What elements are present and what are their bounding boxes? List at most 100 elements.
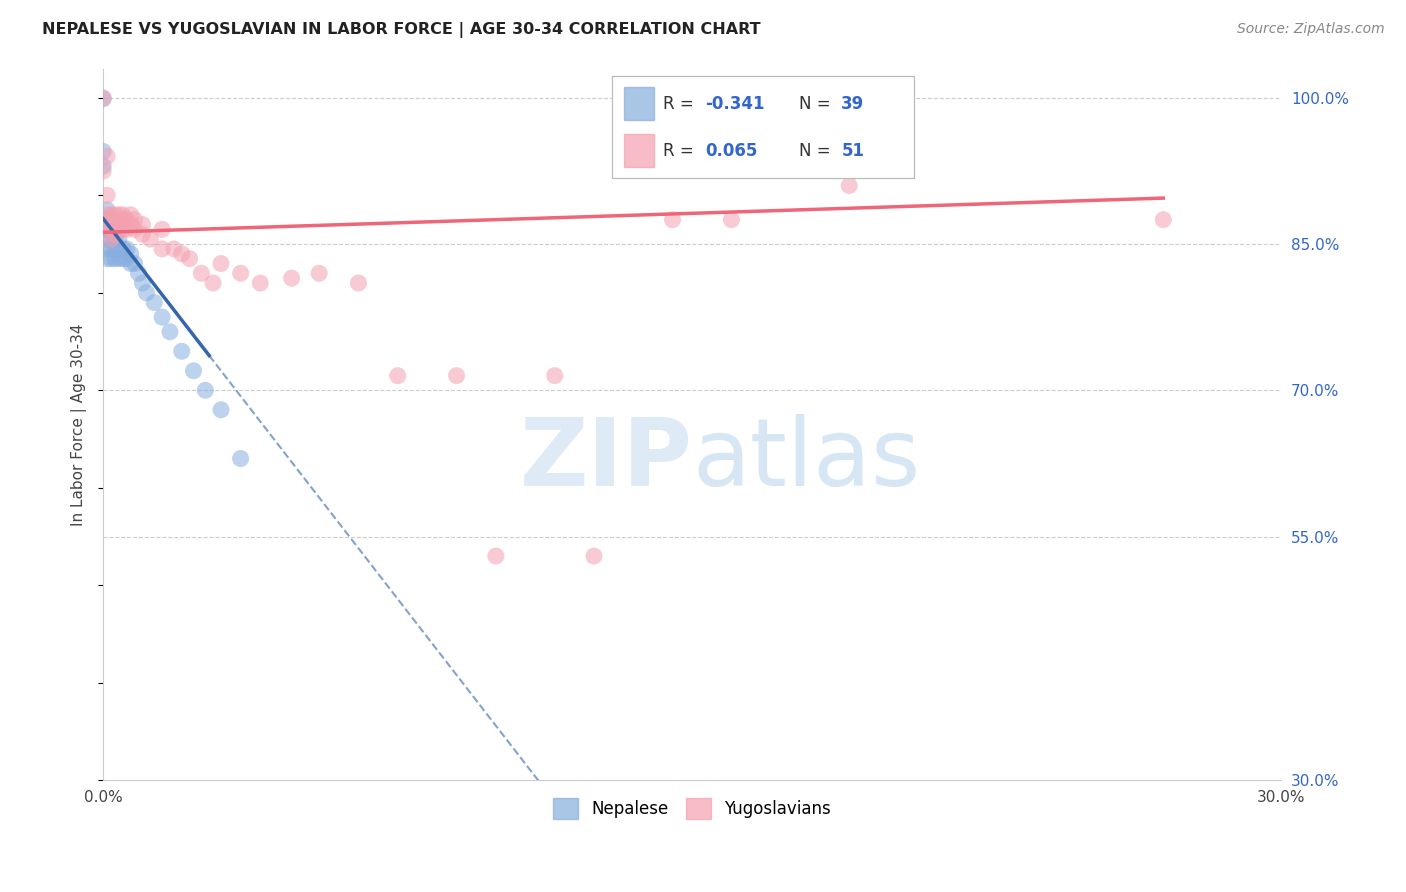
Yugoslavians (308, 266, 330, 280)
Yugoslavians (446, 368, 468, 383)
Nepalese (96, 212, 118, 227)
Nepalese (111, 252, 134, 266)
Nepalese (91, 92, 114, 106)
Text: -0.341: -0.341 (706, 95, 765, 112)
Yugoslavians (100, 212, 122, 227)
Nepalese (150, 310, 173, 325)
Nepalese (91, 159, 114, 173)
Yugoslavians (179, 252, 201, 266)
Yugoslavians (202, 276, 225, 290)
Yugoslavians (108, 208, 131, 222)
Text: N =: N = (799, 142, 831, 160)
Nepalese (91, 145, 114, 159)
Nepalese (104, 222, 127, 236)
Nepalese (128, 266, 150, 280)
Nepalese (100, 242, 122, 256)
Nepalese (104, 232, 127, 246)
Nepalese (135, 285, 157, 300)
Yugoslavians (96, 188, 118, 202)
Text: R =: R = (664, 95, 693, 112)
Nepalese (131, 276, 153, 290)
Yugoslavians (131, 227, 153, 242)
Nepalese (124, 256, 146, 270)
Yugoslavians (163, 242, 186, 256)
Nepalese (100, 232, 122, 246)
Nepalese (209, 402, 232, 417)
Yugoslavians (100, 208, 122, 222)
Yugoslavians (347, 276, 370, 290)
Text: ZIP: ZIP (519, 414, 692, 506)
Yugoslavians (582, 549, 605, 563)
Nepalese (100, 252, 122, 266)
Nepalese (104, 252, 127, 266)
Nepalese (96, 252, 118, 266)
Text: 39: 39 (841, 95, 865, 112)
Yugoslavians (111, 208, 134, 222)
Yugoslavians (104, 218, 127, 232)
Yugoslavians (229, 266, 252, 280)
Text: N =: N = (799, 95, 831, 112)
Yugoslavians (100, 218, 122, 232)
Text: Source: ZipAtlas.com: Source: ZipAtlas.com (1237, 22, 1385, 37)
Nepalese (108, 242, 131, 256)
Yugoslavians (124, 212, 146, 227)
Text: 51: 51 (841, 142, 865, 160)
Yugoslavians (1152, 212, 1174, 227)
Nepalese (115, 242, 138, 256)
Text: R =: R = (664, 142, 693, 160)
Yugoslavians (170, 247, 193, 261)
Yugoslavians (720, 212, 742, 227)
Yugoslavians (190, 266, 212, 280)
Nepalese (104, 242, 127, 256)
Nepalese (96, 232, 118, 246)
Yugoslavians (100, 232, 122, 246)
Nepalese (108, 252, 131, 266)
Yugoslavians (115, 222, 138, 236)
Yugoslavians (838, 178, 860, 193)
Nepalese (100, 222, 122, 236)
Yugoslavians (280, 271, 302, 285)
Bar (624, 135, 654, 167)
Yugoslavians (96, 208, 118, 222)
Yugoslavians (139, 232, 162, 246)
Yugoslavians (91, 91, 114, 105)
Nepalese (120, 247, 142, 261)
Yugoslavians (131, 218, 153, 232)
Yugoslavians (249, 276, 271, 290)
Yugoslavians (124, 222, 146, 236)
Nepalese (108, 232, 131, 246)
Y-axis label: In Labor Force | Age 30-34: In Labor Force | Age 30-34 (72, 323, 87, 525)
Nepalese (100, 212, 122, 227)
Yugoslavians (91, 212, 114, 227)
Yugoslavians (96, 218, 118, 232)
Nepalese (115, 252, 138, 266)
Bar (624, 87, 654, 120)
Nepalese (111, 242, 134, 256)
Yugoslavians (209, 256, 232, 270)
Nepalese (159, 325, 181, 339)
Yugoslavians (100, 222, 122, 236)
Yugoslavians (120, 208, 142, 222)
Yugoslavians (104, 208, 127, 222)
Yugoslavians (111, 212, 134, 227)
Yugoslavians (387, 368, 409, 383)
Text: 0.065: 0.065 (706, 142, 758, 160)
Text: atlas: atlas (692, 414, 921, 506)
Nepalese (96, 222, 118, 236)
Yugoslavians (104, 227, 127, 242)
Yugoslavians (111, 222, 134, 236)
Nepalese (143, 295, 166, 310)
Yugoslavians (544, 368, 567, 383)
Nepalese (120, 256, 142, 270)
Nepalese (170, 344, 193, 359)
Yugoslavians (661, 212, 683, 227)
Yugoslavians (150, 242, 173, 256)
Yugoslavians (485, 549, 508, 563)
Nepalese (229, 451, 252, 466)
Nepalese (194, 384, 217, 398)
Nepalese (96, 242, 118, 256)
Yugoslavians (115, 212, 138, 227)
Yugoslavians (120, 218, 142, 232)
Nepalese (183, 364, 205, 378)
Legend: Nepalese, Yugoslavians: Nepalese, Yugoslavians (547, 792, 838, 825)
